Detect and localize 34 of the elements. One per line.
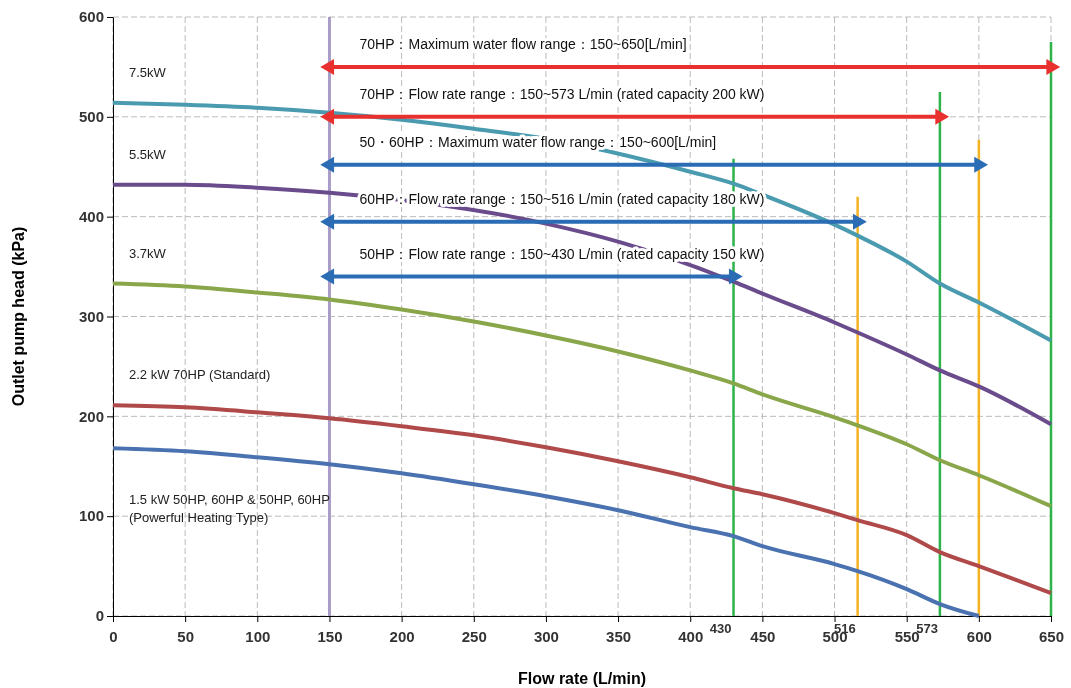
line-series — [111, 281, 1053, 509]
x-tick-label: 150 — [317, 627, 343, 645]
y-tick-label: 200 — [78, 407, 104, 425]
line-series — [111, 446, 981, 618]
line-series — [111, 100, 1053, 343]
series-label: 2.2 kW 70HP (Standard) — [129, 367, 271, 383]
y-tick-label: 0 — [95, 607, 104, 625]
x-tick-label: 650 — [1038, 627, 1065, 645]
y-tick-label: 400 — [78, 207, 104, 225]
annotation: 70HP：Flow rate range：150~573 L/min (rated capacity 200 kW) — [359, 85, 765, 102]
line-series — [111, 182, 1053, 427]
x-tick-label: 0 — [109, 627, 118, 645]
series-label: 5.5kW — [129, 146, 167, 162]
x-tick-label: 350 — [606, 627, 632, 645]
x-tick-label: 300 — [533, 627, 559, 645]
x-tick-label: 600 — [966, 627, 992, 645]
line-series — [111, 403, 1053, 596]
x-tick-label: 50 — [177, 627, 194, 645]
x-tick-label: 250 — [461, 627, 487, 645]
y-tick-label: 300 — [78, 307, 104, 325]
x-tick-label: 100 — [245, 627, 271, 645]
y-tick-label: 600 — [78, 8, 104, 26]
x-tick-label: 200 — [389, 627, 415, 645]
series-label: 3.7kW — [129, 245, 167, 261]
series-label: 7.5kW — [129, 64, 167, 80]
ref-line-label: 430 — [709, 621, 732, 636]
y-tick-label: 100 — [78, 507, 104, 525]
annotation: 70HP：Maximum water flow range：150~650[L/min] — [359, 35, 687, 52]
x-axis-title: Flow rate (L/min) — [518, 670, 646, 687]
x-tick-label: 450 — [750, 627, 776, 645]
x-tick-label: 400 — [678, 627, 704, 645]
y-tick-label: 500 — [78, 108, 104, 126]
y-axis-title: Outlet pump head (kPa) — [10, 226, 27, 407]
text: 1.5 kW 50HP, 60HP & 50HP, 60HP (Powerful Heating Type) — [129, 492, 330, 526]
